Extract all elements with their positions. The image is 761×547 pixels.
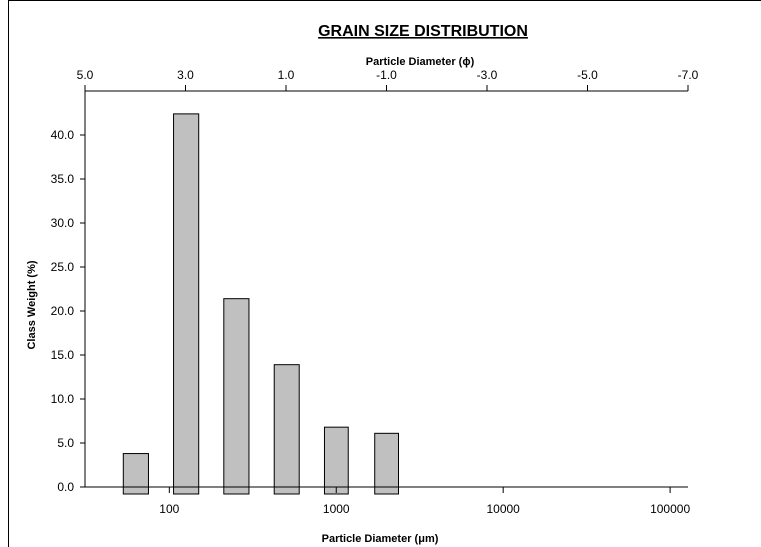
y-tick-label: 30.0 [51,216,75,230]
bar-2 [173,113,200,495]
bar-4 [273,364,300,495]
frame-left-border [8,0,9,547]
top-tick-label: 1.0 [278,68,295,82]
chart-title: GRAIN SIZE DISTRIBUTION [318,23,528,40]
y-tick-label: 35.0 [51,172,75,186]
y-tick-label: 25.0 [51,260,75,274]
y-tick-label: 10.0 [51,392,75,406]
bottom-tick-label: 100 [159,502,179,516]
frame-top-border [8,0,761,1]
bottom-axis-title: Particle Diameter (μm) [322,533,439,545]
top-tick-label: -7.0 [678,68,699,82]
top-tick-label: -5.0 [577,68,598,82]
y-tick-label: 40.0 [51,128,75,142]
y-tick-label: 15.0 [51,348,75,362]
bar-5 [323,426,349,495]
top-tick-label: 5.0 [77,68,94,82]
top-tick-label: 3.0 [177,68,194,82]
bar-6 [374,432,399,495]
bar-1 [122,453,149,495]
y-axis-title: Class Weight (%) [26,260,38,349]
bottom-tick-label: 10000 [486,502,520,516]
bottom-tick-label: 1000 [323,502,350,516]
top-tick-label: -3.0 [477,68,498,82]
y-tick-label: 5.0 [57,436,74,450]
plot-layer: 0.0 5.0 10.0 15.0 20.0 25.0 30.0 35.0 40.0 100 100… [51,68,699,516]
y-tick-label: 0.0 [57,480,74,494]
bottom-tick-label: 100000 [650,502,690,516]
top-tick-label: -1.0 [376,68,397,82]
top-axis-title: Particle Diameter (ϕ) [366,56,475,68]
bar-3 [223,298,250,495]
y-tick-label: 20.0 [51,304,75,318]
